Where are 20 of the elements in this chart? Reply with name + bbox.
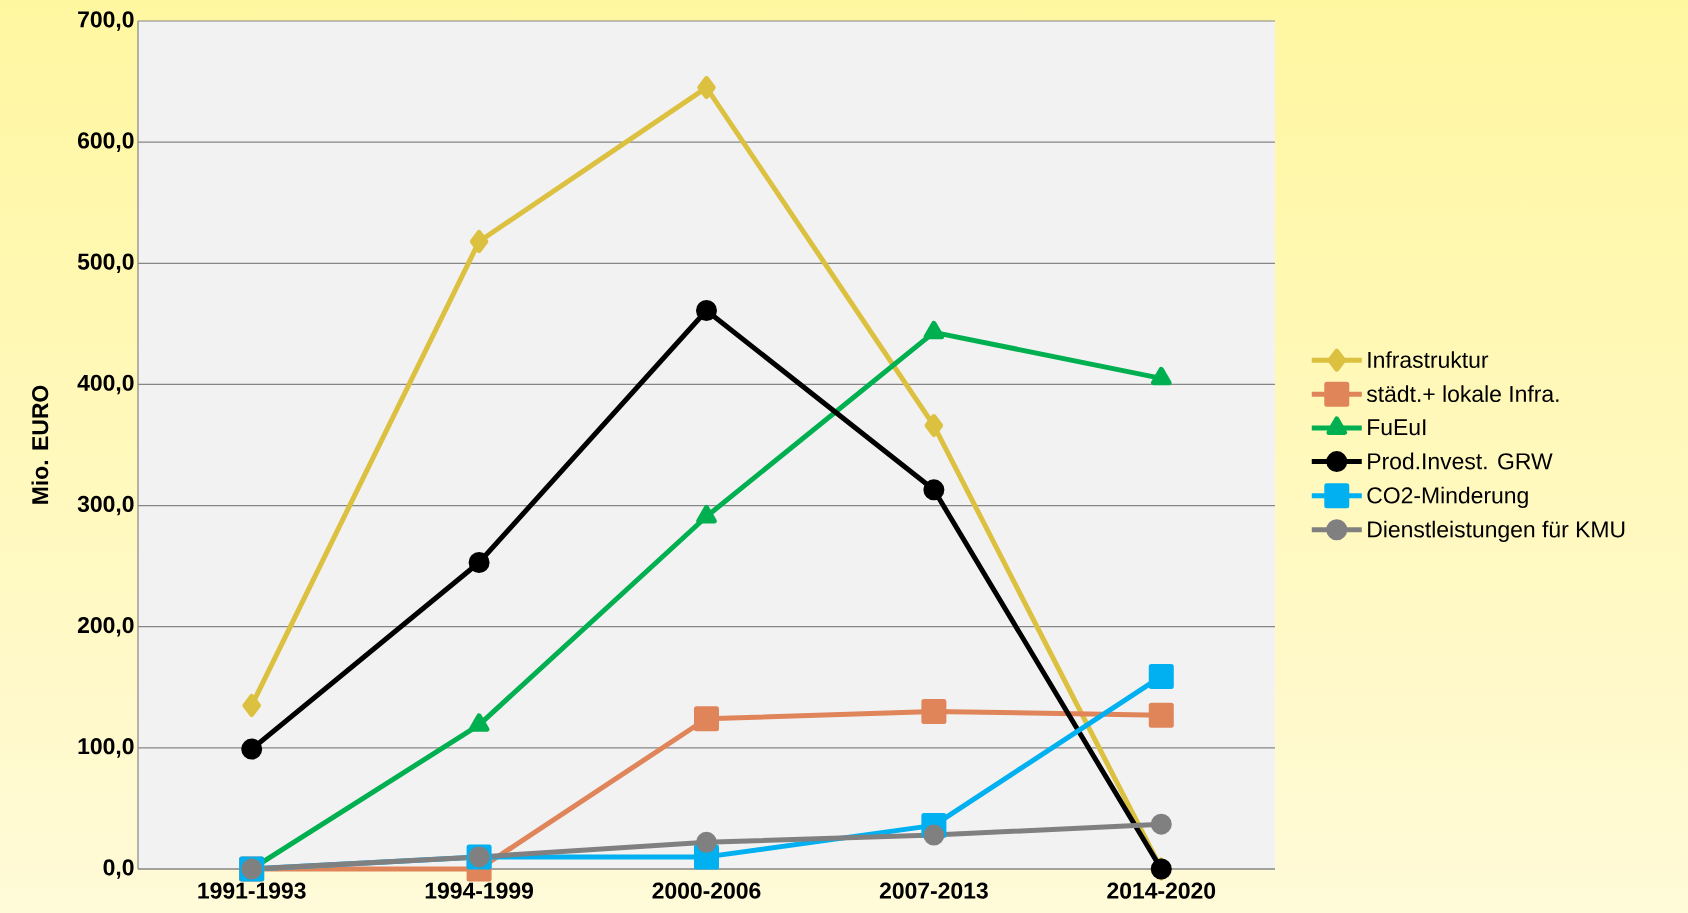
- legend-label: Prod.Invest. GRW: [1368, 452, 1553, 470]
- legend-label: Infrastruktur: [1368, 351, 1489, 368]
- y-axis-title: Mio. EURO: [31, 385, 49, 504]
- x-tick-label: 1991-1993: [198, 882, 306, 899]
- x-tick-label: 1994-1999: [425, 882, 534, 899]
- y-tick-label: 200,0: [77, 616, 134, 637]
- x-tick-label: 2014-2020: [1107, 882, 1216, 899]
- legend-label: städt.+ lokale Infra.: [1366, 385, 1559, 403]
- y-tick-label: 400,0: [77, 374, 134, 395]
- y-tick-label: 300,0: [77, 495, 134, 516]
- y-tick-label: 100,0: [78, 738, 134, 758]
- y-tick-label: 0,0: [103, 859, 134, 879]
- x-tick-label: 2000-2006: [652, 882, 761, 899]
- y-tick-label: 600,0: [77, 132, 134, 152]
- legend-label: Dienstleistungen für KMU: [1368, 520, 1625, 543]
- legend-label: CO2-Minderung: [1367, 486, 1528, 509]
- x-tick-label: 2007-2013: [879, 882, 988, 899]
- y-tick-label: 700,0: [78, 11, 134, 31]
- y-tick-label: 500,0: [77, 253, 134, 274]
- legend-label: FuEuI: [1368, 419, 1426, 436]
